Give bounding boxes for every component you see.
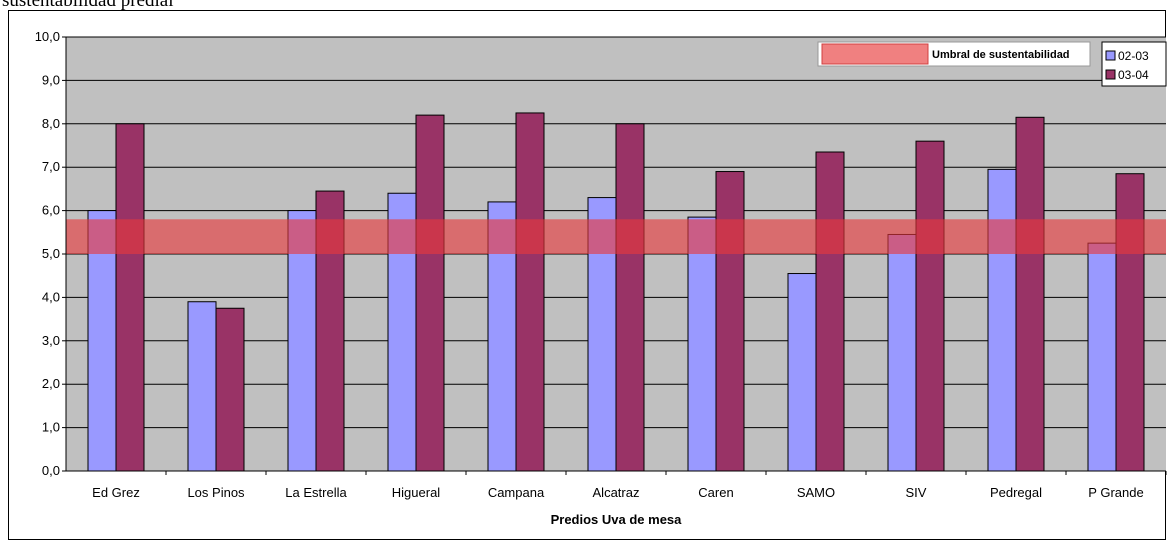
- y-tick-label: 9,0: [42, 72, 60, 87]
- bar-02-03-samo: [787, 273, 817, 472]
- threshold-legend-label: Umbral de sustentabilidad: [932, 49, 1070, 61]
- bar-03-04-ed-grez: [115, 123, 145, 472]
- bar-02-03-los-pinos: [187, 301, 217, 472]
- bar-03-04-alcatraz: [615, 123, 645, 472]
- bar-02-03-p-grande: [1087, 242, 1117, 472]
- y-tick-label: 1,0: [42, 420, 60, 435]
- bar-03-04-pedregal: [1015, 116, 1045, 472]
- x-axis-ticks: Ed Grez Los Pinos La Estrella Higueral Campa…: [92, 471, 1167, 500]
- x-tick-label: La Estrella: [285, 485, 347, 500]
- x-tick-label: P Grande: [1088, 485, 1143, 500]
- threshold-legend-swatch: [821, 43, 929, 65]
- series-legend: 02-03 03-04: [1101, 41, 1167, 87]
- y-tick-label: 8,0: [42, 116, 60, 131]
- x-tick-label: Ed Grez: [92, 485, 140, 500]
- y-tick-label: 6,0: [42, 203, 60, 218]
- x-axis-label: Predios Uva de mesa: [551, 512, 683, 527]
- legend-label-0203: 02-03: [1118, 49, 1149, 63]
- threshold-overlay: [66, 219, 1166, 254]
- x-tick-label: Los Pinos: [187, 485, 245, 500]
- y-axis-ticks: 0,0 1,0 2,0 3,0 4,0 5,0 6,0 7,0 8,0 9,0 10,0: [35, 29, 66, 478]
- threshold-band-rect: [66, 219, 1166, 254]
- y-tick-label: 7,0: [42, 159, 60, 174]
- bar-02-03-caren: [687, 216, 717, 472]
- y-tick-label: 3,0: [42, 333, 60, 348]
- legend-label-0304: 03-04: [1118, 68, 1149, 82]
- bar-03-04-higueral: [415, 114, 445, 472]
- x-tick-label: Campana: [488, 485, 545, 500]
- x-tick-label: SAMO: [797, 485, 835, 500]
- bar-02-03-siv: [887, 233, 917, 472]
- bar-03-04-caren: [715, 171, 745, 472]
- x-tick-label: Caren: [698, 485, 733, 500]
- bar-03-04-samo: [815, 151, 845, 472]
- bar-03-04-p-grande: [1115, 173, 1145, 472]
- bar-03-04-siv: [915, 140, 945, 472]
- legend-swatch-0203: [1105, 50, 1116, 61]
- x-tick-label: Alcatraz: [593, 485, 640, 500]
- bar-03-04-los-pinos: [215, 307, 245, 472]
- y-tick-label: 0,0: [42, 463, 60, 478]
- bar-02-03-pedregal: [987, 168, 1017, 472]
- y-tick-label: 4,0: [42, 289, 60, 304]
- legend-swatch-0304: [1105, 69, 1116, 80]
- y-tick-label: 2,0: [42, 376, 60, 391]
- y-tick-label: 10,0: [35, 29, 60, 44]
- x-tick-label: Pedregal: [990, 485, 1042, 500]
- figure-caption: sustentabilidad predial: [2, 0, 174, 11]
- y-tick-label: 5,0: [42, 246, 60, 261]
- threshold-legend: Umbral de sustentabilidad: [817, 41, 1091, 67]
- x-tick-label: Higueral: [392, 485, 441, 500]
- x-tick-label: SIV: [906, 485, 927, 500]
- bar-03-04-campana: [515, 112, 545, 472]
